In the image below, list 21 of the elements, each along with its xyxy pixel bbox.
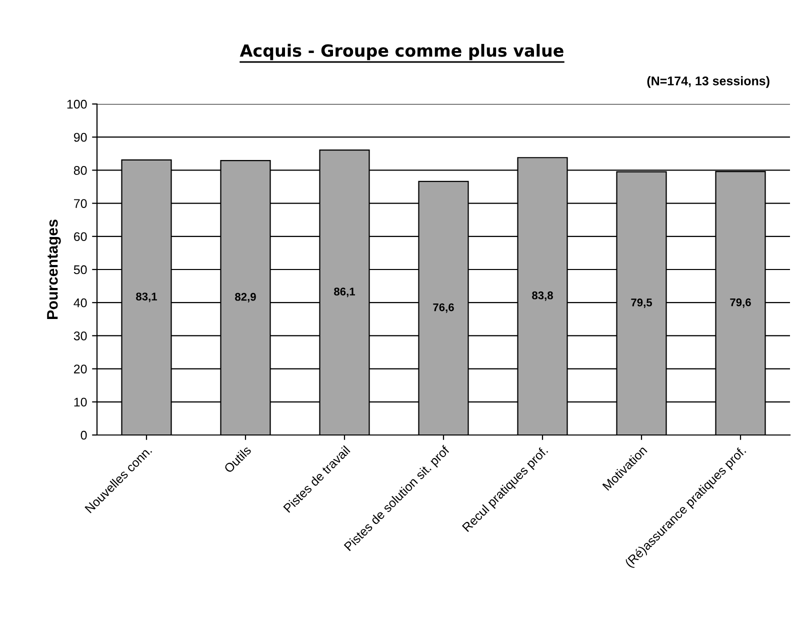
data-label: 83,1 xyxy=(136,292,158,302)
chart-title: Acquis - Groupe comme plus value xyxy=(240,44,564,60)
y-tick-label: 60 xyxy=(74,232,87,242)
y-tick-label: 30 xyxy=(74,332,87,340)
y-axis-title: Pourcentages xyxy=(47,220,61,319)
y-tick-label: 10 xyxy=(74,398,87,407)
y-tick-label: 40 xyxy=(74,298,87,308)
y-tick-label: 100 xyxy=(67,100,87,109)
y-tick-label: 90 xyxy=(74,132,87,142)
data-label: 83,8 xyxy=(532,291,553,301)
data-label: 79,6 xyxy=(730,298,751,308)
y-tick-label: 20 xyxy=(74,364,87,374)
y-tick-label: 50 xyxy=(74,265,87,274)
chart-subtitle: (N=174, 13 sessions) xyxy=(647,76,770,88)
data-label: 79,5 xyxy=(631,298,652,308)
data-label: 82,9 xyxy=(235,292,256,302)
data-label: 86,1 xyxy=(334,288,356,298)
y-tick-label: 0 xyxy=(80,430,87,440)
y-tick-label: 70 xyxy=(74,199,87,208)
y-tick-label: 80 xyxy=(74,166,87,175)
data-label: 76,6 xyxy=(433,303,454,313)
